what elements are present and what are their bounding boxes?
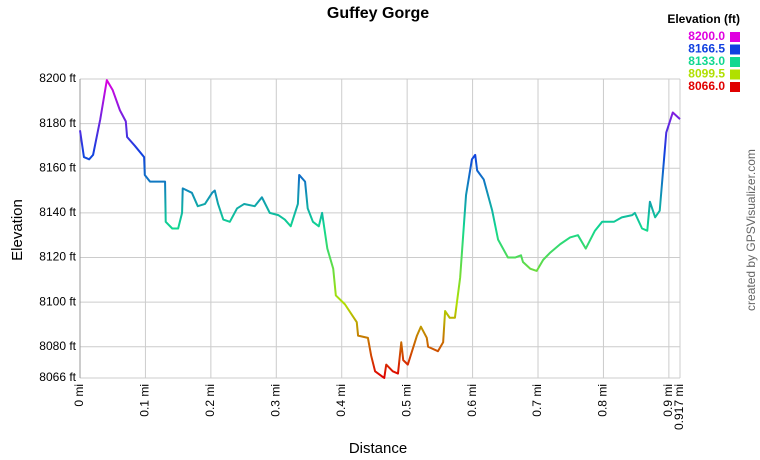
x-tick-label: 0.3 mi xyxy=(268,384,282,417)
legend-label: 8166.5 xyxy=(688,42,725,56)
x-tick-label: 0.7 mi xyxy=(530,384,544,417)
x-tick-label: 0.1 mi xyxy=(138,384,152,417)
x-tick-label: 0.4 mi xyxy=(334,384,348,417)
x-tick-label: 0.2 mi xyxy=(203,384,217,417)
y-tick-label: 8200 ft xyxy=(39,71,76,85)
legend-swatch xyxy=(730,32,740,42)
watermark: created by GPSVisualizer.com xyxy=(744,149,758,311)
y-tick-label: 8160 ft xyxy=(39,160,76,174)
x-axis-label: Distance xyxy=(349,440,407,457)
x-tick-label: 0.5 mi xyxy=(399,384,413,417)
x-tick-label: 0.8 mi xyxy=(596,384,610,417)
legend-label: 8066.0 xyxy=(688,79,725,93)
legend-swatch xyxy=(730,69,740,80)
x-tick-label: 0.9 mi xyxy=(661,384,675,417)
x-tick-label: 0.6 mi xyxy=(465,384,479,417)
x-tick-label: 0.917 mi xyxy=(672,384,686,430)
y-tick-label: 8140 ft xyxy=(39,205,76,219)
y-tick-label: 8120 ft xyxy=(39,250,76,264)
x-tick-label: 0 mi xyxy=(72,384,86,407)
legend-label: 8099.5 xyxy=(688,67,725,81)
elevation-line xyxy=(79,79,681,379)
y-tick-label: 8180 ft xyxy=(39,116,76,130)
chart-title: Guffey Gorge xyxy=(327,5,429,22)
legend-swatch xyxy=(730,57,740,67)
legend-swatch xyxy=(730,44,740,55)
y-axis-label: Elevation xyxy=(9,199,26,261)
y-tick-label: 8100 ft xyxy=(39,294,76,308)
legend-swatch xyxy=(730,82,740,92)
y-tick-label: 8080 ft xyxy=(39,339,76,353)
legend-label: 8133.0 xyxy=(688,54,725,68)
y-tick-label: 8066 ft xyxy=(39,370,76,384)
legend-title: Elevation (ft) xyxy=(667,12,740,26)
legend-label: 8200.0 xyxy=(688,29,725,43)
